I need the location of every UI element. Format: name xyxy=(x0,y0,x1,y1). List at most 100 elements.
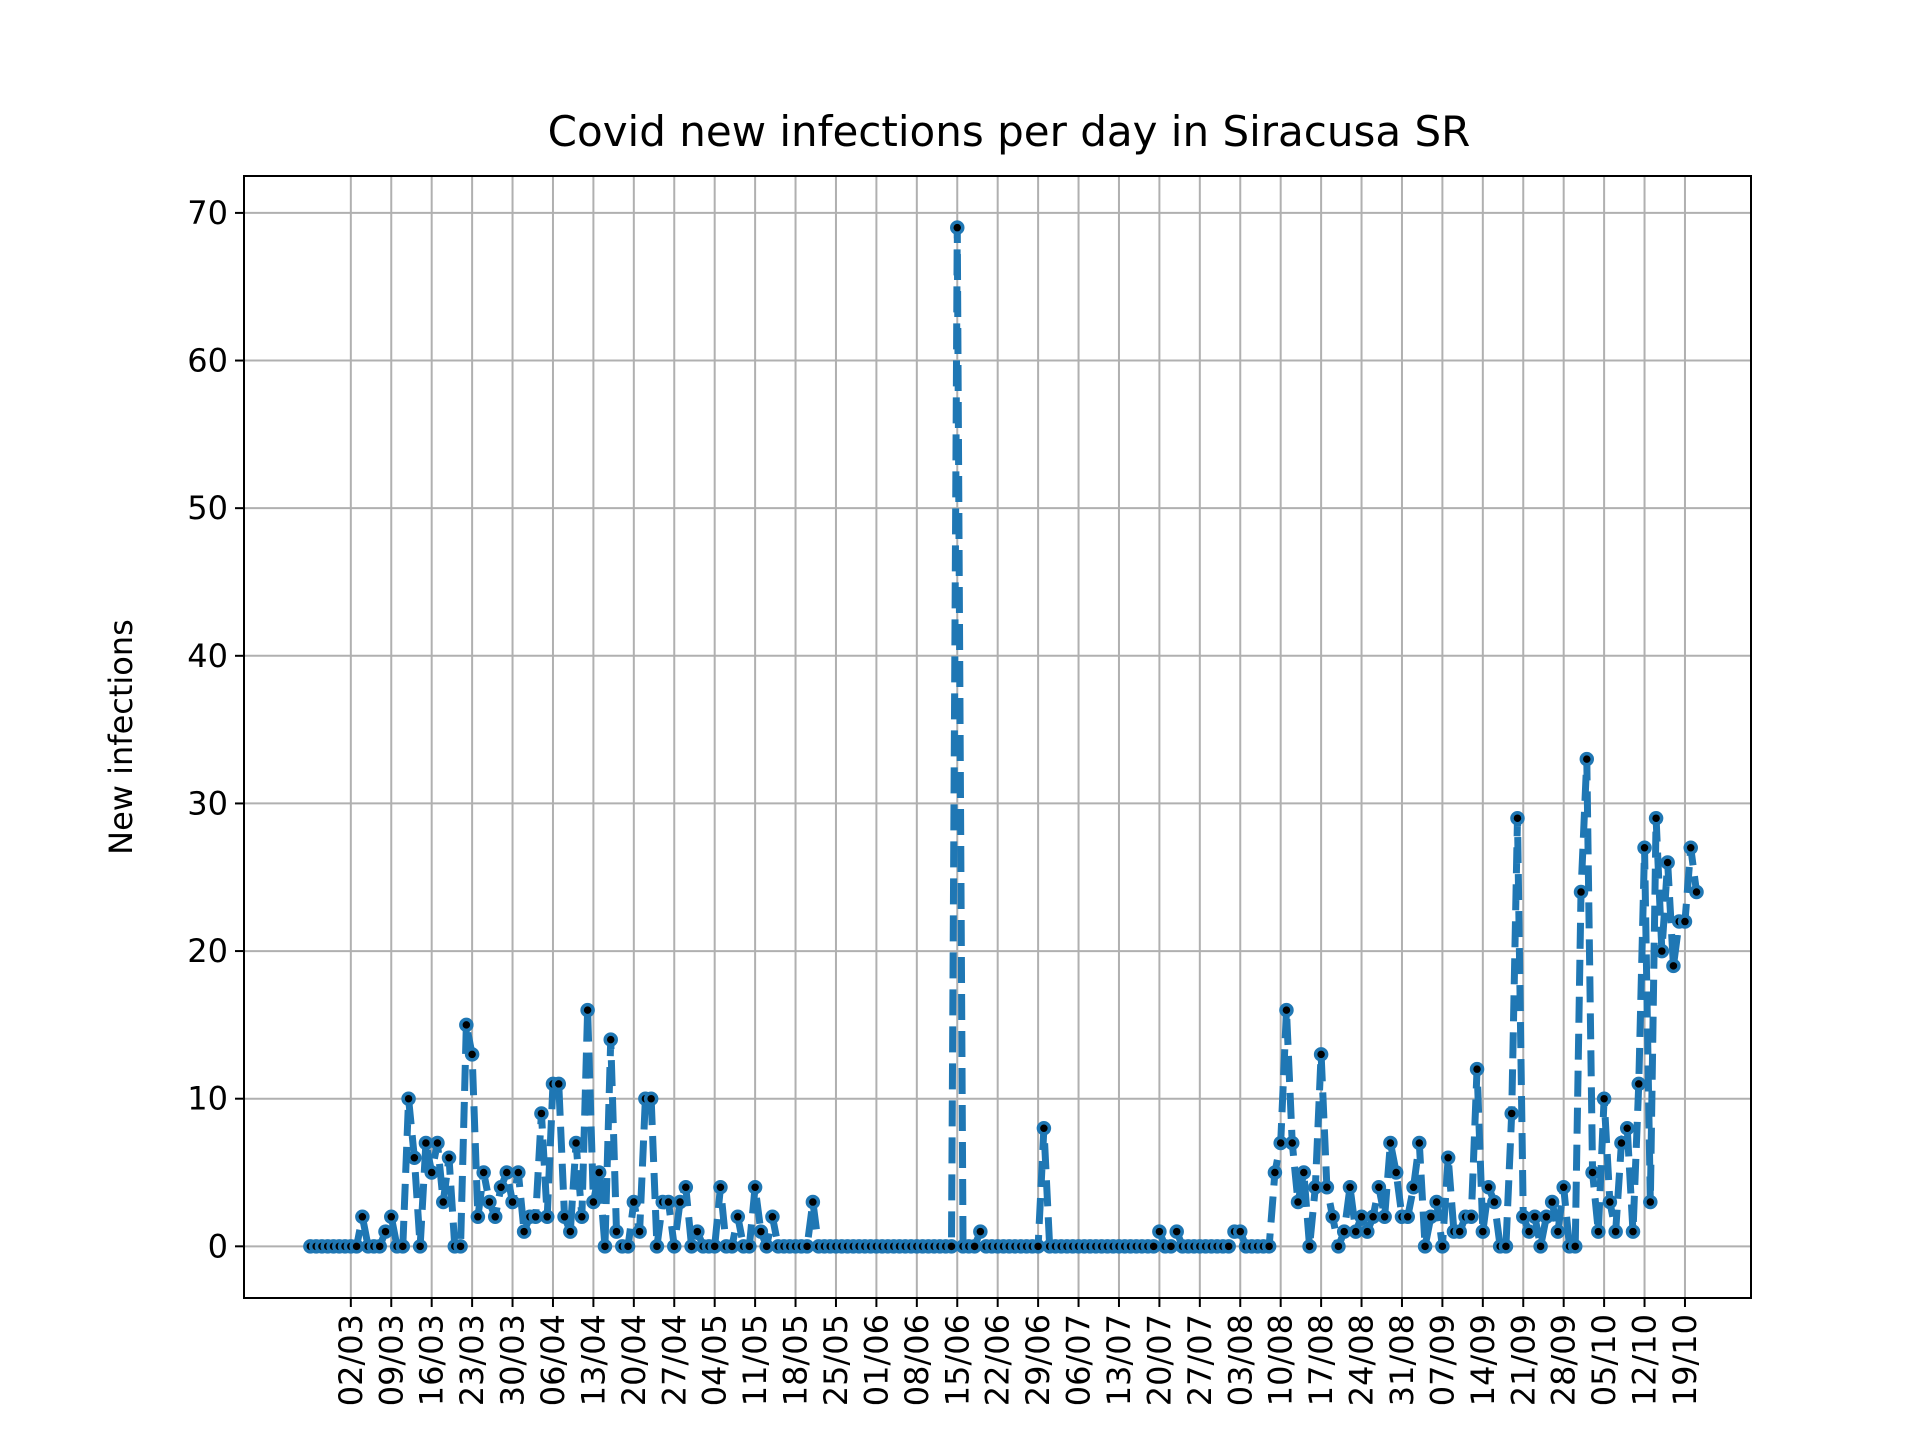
grid-layer xyxy=(244,176,1751,1298)
data-point xyxy=(1585,1165,1600,1180)
data-point xyxy=(349,1239,364,1254)
data-point xyxy=(765,1209,780,1225)
x-tick-label: 05/10 xyxy=(1585,1314,1623,1406)
data-point xyxy=(672,1194,688,1210)
data-point xyxy=(1683,840,1698,855)
x-tick-label: 12/10 xyxy=(1626,1314,1664,1406)
data-point xyxy=(1429,1194,1444,1210)
x-tick-label: 06/04 xyxy=(534,1314,572,1406)
data-point xyxy=(661,1194,676,1210)
x-tick-label: 24/08 xyxy=(1343,1314,1381,1406)
data-point xyxy=(1596,1091,1612,1106)
x-tick-label: 06/07 xyxy=(1060,1314,1098,1406)
data-point xyxy=(1591,1224,1606,1239)
data-point xyxy=(568,1135,584,1151)
data-point xyxy=(1643,1194,1658,1210)
data-point xyxy=(1440,1150,1456,1165)
data-point xyxy=(1573,884,1589,900)
data-point xyxy=(1163,1239,1179,1254)
x-tick-label: 28/09 xyxy=(1545,1314,1583,1406)
data-point xyxy=(759,1239,774,1254)
data-point xyxy=(1354,1209,1369,1225)
data-point xyxy=(1567,1239,1583,1254)
data-point xyxy=(1279,1002,1294,1018)
data-point xyxy=(1313,1047,1329,1062)
data-point xyxy=(407,1150,422,1165)
x-tick-label: 07/09 xyxy=(1423,1314,1461,1406)
data-point xyxy=(580,1002,595,1018)
data-point xyxy=(430,1135,445,1151)
y-tick-label: 50 xyxy=(187,489,228,527)
data-point xyxy=(678,1180,694,1195)
data-point xyxy=(1296,1165,1312,1180)
x-tick-label: 20/07 xyxy=(1140,1314,1178,1406)
data-point xyxy=(609,1224,624,1239)
data-point xyxy=(516,1224,532,1239)
data-point xyxy=(563,1224,578,1239)
data-point xyxy=(1267,1165,1283,1180)
data-point xyxy=(1648,810,1664,826)
data-point xyxy=(372,1239,387,1254)
data-point xyxy=(470,1209,486,1225)
x-tick-label: 10/08 xyxy=(1262,1314,1300,1406)
data-point xyxy=(1539,1209,1554,1225)
y-axis: 0 10 20 30 40 50 60 70 xyxy=(187,194,244,1265)
data-point xyxy=(713,1180,728,1195)
data-point xyxy=(1360,1224,1375,1239)
data-point xyxy=(1487,1194,1502,1210)
data-point xyxy=(1336,1224,1352,1239)
y-tick-label: 60 xyxy=(187,342,228,380)
data-point xyxy=(944,1239,959,1254)
data-point xyxy=(476,1165,491,1180)
data-point xyxy=(1452,1224,1467,1239)
x-tick-label: 03/08 xyxy=(1221,1314,1259,1406)
x-tick-label: 30/03 xyxy=(494,1314,532,1406)
data-point xyxy=(1342,1180,1358,1195)
data-point xyxy=(1637,840,1652,855)
data-point xyxy=(632,1224,647,1239)
data-point xyxy=(586,1194,601,1210)
data-point xyxy=(1544,1194,1560,1210)
data-point xyxy=(1469,1061,1485,1077)
data-point xyxy=(799,1239,815,1254)
data-point xyxy=(493,1180,509,1195)
data-point xyxy=(551,1076,566,1092)
x-tick-label: 19/10 xyxy=(1666,1314,1704,1406)
y-tick-label: 70 xyxy=(187,194,228,232)
data-point xyxy=(1689,884,1704,900)
chart-title: Covid new infections per day in Siracusa… xyxy=(548,107,1471,156)
data-point xyxy=(805,1194,821,1210)
data-point xyxy=(441,1150,457,1165)
data-point xyxy=(1614,1135,1629,1151)
data-point xyxy=(453,1239,468,1254)
data-point xyxy=(753,1224,769,1239)
x-tick-label: 25/05 xyxy=(817,1314,855,1406)
data-point xyxy=(1677,914,1693,929)
x-tick-label: 14/09 xyxy=(1464,1314,1502,1406)
data-point xyxy=(1631,1076,1647,1092)
x-tick-label: 27/04 xyxy=(655,1314,693,1406)
y-tick-label: 30 xyxy=(187,784,228,822)
data-point xyxy=(1423,1209,1439,1225)
x-tick-label: 09/03 xyxy=(372,1314,410,1406)
x-tick-label: 11/05 xyxy=(736,1314,774,1406)
data-point xyxy=(464,1047,480,1062)
x-tick-label: 18/05 xyxy=(777,1314,815,1406)
data-point xyxy=(528,1209,543,1225)
data-point xyxy=(511,1165,526,1180)
x-tick-label: 04/05 xyxy=(696,1314,734,1406)
data-point xyxy=(1556,1180,1571,1195)
x-tick-label: 27/07 xyxy=(1181,1314,1219,1406)
data-point xyxy=(1348,1224,1364,1239)
data-point xyxy=(534,1106,549,1121)
data-point xyxy=(667,1239,682,1254)
x-tick-label: 23/03 xyxy=(453,1314,491,1406)
x-tick-label: 16/03 xyxy=(413,1314,451,1406)
data-point xyxy=(597,1239,613,1254)
data-point xyxy=(1377,1209,1392,1225)
x-tick-label: 13/07 xyxy=(1100,1314,1138,1406)
data-point xyxy=(1319,1180,1335,1195)
data-point xyxy=(1273,1135,1288,1151)
data-point xyxy=(1654,943,1670,959)
